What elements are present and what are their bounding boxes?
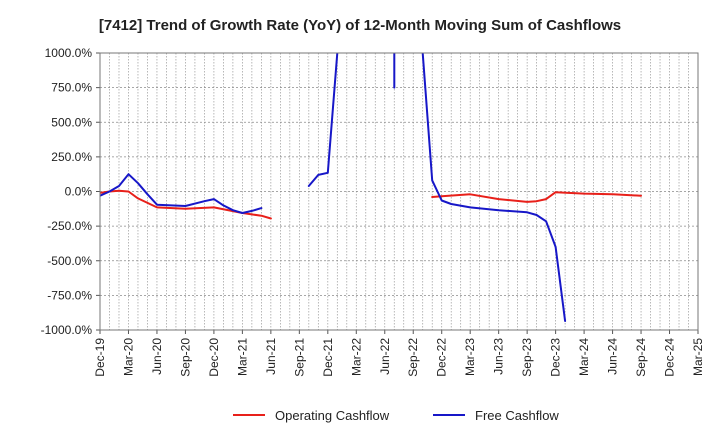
x-tick-label: Dec-19 [93, 338, 107, 377]
x-tick-label: Mar-21 [235, 338, 249, 376]
x-tick-label: Jun-24 [606, 338, 620, 375]
x-tick-label: Dec-22 [435, 338, 449, 377]
x-axis: Dec-19 Mar-20 Jun-20 Sep-20 Dec-20 Mar-21 Jun-… [93, 330, 705, 377]
x-tick-label: Mar-23 [463, 338, 477, 376]
y-axis: 1000.0% 750.0% 500.0% 250.0% 0.0% -250.0% -500… [41, 46, 100, 337]
x-tick-label: Sep-22 [406, 338, 420, 377]
x-tick-label: Jun-20 [150, 338, 164, 375]
chart-title: [7412] Trend of Growth Rate (YoY) of 12-… [99, 17, 621, 34]
x-tick-label: Jun-22 [378, 338, 392, 375]
y-tick-label: 0.0% [65, 185, 93, 199]
x-tick-label: Mar-24 [577, 338, 591, 376]
x-tick-label: Mar-25 [691, 338, 705, 376]
operating-cashflow-line [100, 189, 642, 220]
x-tick-label: Sep-21 [292, 338, 306, 377]
legend: Operating Cashflow Free Cashflow [233, 408, 559, 423]
x-tick-label: Mar-20 [121, 338, 135, 376]
y-tick-label: 500.0% [51, 115, 92, 129]
x-tick-label: Mar-22 [349, 338, 363, 376]
y-tick-label: -250.0% [47, 219, 92, 233]
free-cashflow-line [100, 53, 567, 322]
y-tick-label: -750.0% [47, 288, 92, 302]
x-tick-label: Dec-23 [549, 338, 563, 377]
grid [100, 53, 698, 330]
legend-label-free-cashflow: Free Cashflow [475, 408, 559, 423]
x-tick-label: Sep-20 [178, 338, 192, 377]
y-tick-label: 1000.0% [45, 46, 93, 60]
x-tick-label: Sep-24 [634, 338, 648, 377]
x-tick-label: Sep-23 [520, 338, 534, 377]
y-tick-label: 750.0% [51, 81, 92, 95]
x-tick-label: Dec-21 [321, 338, 335, 377]
x-tick-label: Jun-21 [264, 338, 278, 375]
series-layer [100, 53, 642, 322]
legend-label-operating-cashflow: Operating Cashflow [275, 408, 390, 423]
y-tick-label: -1000.0% [41, 323, 93, 337]
x-tick-label: Dec-24 [663, 338, 677, 377]
y-tick-label: -500.0% [47, 254, 92, 268]
x-tick-label: Jun-23 [492, 338, 506, 375]
y-tick-label: 250.0% [51, 150, 92, 164]
plot-frame [99, 52, 699, 331]
x-tick-label: Dec-20 [207, 338, 221, 377]
